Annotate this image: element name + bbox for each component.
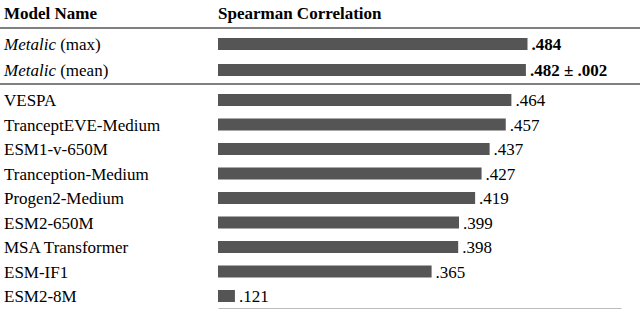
category-label: Metalic (max) [3,35,101,54]
category-label: Tranception-Medium [4,165,149,184]
bar [218,290,235,302]
category-label: MSA Transformer [4,238,129,257]
bar [218,94,511,106]
category-label: ESM1-v-650M [4,140,108,159]
data-label: .399 [463,214,493,233]
bars [218,38,528,302]
data-label: .365 [436,263,466,282]
category-label: Metalic (mean) [3,61,108,80]
data-label: .437 [494,140,524,159]
category-label: TranceptEVE-Medium [4,116,160,135]
data-label: .419 [479,189,509,208]
data-label: .482 ± .002 [530,61,607,80]
data-label: .398 [462,238,492,257]
category-labels: Metalic (max) Metalic (mean) VESPA Trancept… [3,35,160,306]
data-label: .464 [515,91,545,110]
column-header: Spearman Correlation [218,4,382,23]
chart-container: Model Name Spearman Correlation Metalic (m… [0,0,640,311]
category-label: ESM2-8M [4,287,77,306]
bar [218,38,528,50]
bar [218,64,526,76]
chart-svg: Model Name Spearman Correlation Metalic (m… [0,0,640,311]
data-labels: .484 .482 ± .002 .464 .457 .437 .427 .419 .399.… [239,35,607,306]
data-label: .457 [510,116,540,135]
column-header: Model Name [4,4,97,23]
data-label: .121 [239,287,269,306]
bar [218,119,506,131]
bar [218,192,475,204]
category-label: ESM-IF1 [4,263,68,282]
bar [218,168,482,180]
x-axis [219,308,622,309]
axis-line [219,308,622,309]
category-label: ESM2-650M [4,214,94,233]
category-label: Progen2-Medium [4,189,124,208]
bar [218,143,490,155]
data-label: .484 [532,35,562,54]
bar [218,241,458,253]
data-label: .427 [486,165,516,184]
category-label: VESPA [4,91,57,110]
bar [218,266,432,278]
rule [0,28,640,29]
rule [0,84,640,85]
bar [218,217,459,229]
